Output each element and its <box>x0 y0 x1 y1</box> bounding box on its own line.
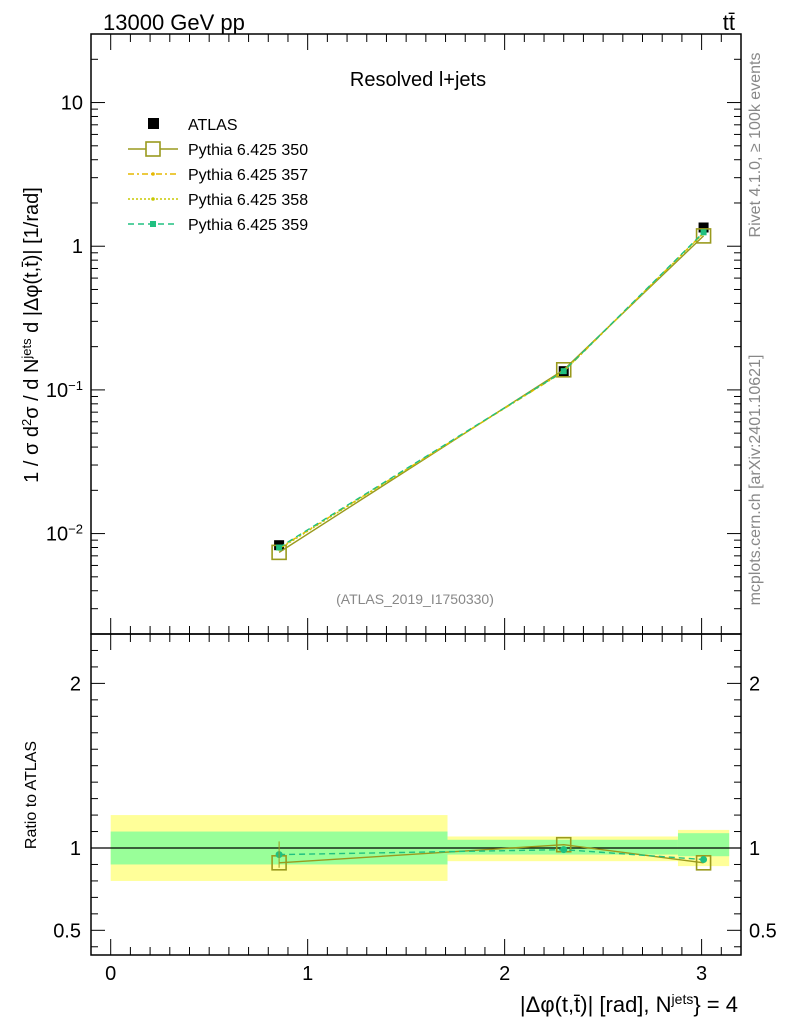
ratio-line-0 <box>279 844 704 864</box>
ratio-y-tick-label: 2 <box>70 673 81 695</box>
legend-marker-1 <box>145 141 161 157</box>
source-label: mcplots.cern.ch [arXiv:2401.10621] <box>747 355 764 606</box>
point-4-0 <box>276 544 283 551</box>
ratio-panel: Ratio to ATLAS |Δφ(t,t̄)| [rad], Njets} … <box>23 633 777 1017</box>
y-tick-label: 10−1 <box>46 377 83 402</box>
legend-marker-3 <box>151 197 155 201</box>
series-line-1 <box>278 235 705 553</box>
ratio-point-1-2 <box>700 856 708 864</box>
legend-label-3: Pythia 6.425 358 <box>188 192 308 209</box>
y-tick-label: 10 <box>61 93 83 115</box>
y-axis-title: 1 / σ d2σ / d Njets d |Δφ(t,t̄)| [1/rad] <box>19 187 44 483</box>
series-line-4 <box>278 231 705 549</box>
legend-marker-atlas <box>148 118 159 129</box>
point-1-2 <box>695 228 712 244</box>
ratio-point-0-2 <box>695 855 712 871</box>
legend-label-1: Pythia 6.425 350 <box>188 142 308 159</box>
ratio-band-inner-2 <box>677 833 730 857</box>
x-tick-label: 3 <box>696 963 707 985</box>
rivet-label: Rivet 4.1.0, ≥ 100k events <box>747 53 764 238</box>
plot-title: Resolved l+jets <box>350 69 486 91</box>
legend-marker-2 <box>151 172 155 176</box>
ratio-frame <box>90 633 742 956</box>
series-line-2 <box>278 232 705 549</box>
ratio-y-tick-label-right: 0.5 <box>749 920 777 942</box>
ratio-y-tick-label-right: 1 <box>749 838 760 860</box>
legend-label-4: Pythia 6.425 359 <box>188 217 308 234</box>
point-0-2 <box>698 222 709 233</box>
main-panel: Resolved l+jets (ATLAS_2019_I1750330) 1 … <box>19 33 742 635</box>
x-axis-title: |Δφ(t,t̄)| [rad], Njets} = 4 <box>520 991 738 1017</box>
legend-label-0: ATLAS <box>188 117 238 134</box>
ratio-y-tick-label: 1 <box>70 838 81 860</box>
y-tick-label: 10−2 <box>46 521 83 546</box>
x-tick-label: 0 <box>105 963 116 985</box>
series-line-3 <box>278 232 705 550</box>
x-tick-label: 2 <box>499 963 510 985</box>
y-tick-label: 1 <box>72 236 83 258</box>
point-1-1 <box>555 362 572 378</box>
ratio-point-1-1 <box>560 846 568 854</box>
ratio-y-tick-label: 0.5 <box>53 920 81 942</box>
energy-label: 13000 GeV pp <box>103 10 245 35</box>
ratio-y-axis-title: Ratio to ATLAS <box>23 741 40 849</box>
point-4-1 <box>560 368 567 375</box>
legend: ATLAS Pythia 6.425 350 Pythia 6.425 357 Pyt… <box>128 117 308 234</box>
process-label: tt̄ <box>723 10 735 35</box>
x-tick-label: 1 <box>302 963 313 985</box>
legend-marker-4 <box>150 221 156 227</box>
ratio-y-tick-label-right: 2 <box>749 673 760 695</box>
analysis-label: (ATLAS_2019_I1750330) <box>336 591 494 607</box>
point-4-2 <box>700 229 707 236</box>
legend-label-2: Pythia 6.425 357 <box>188 167 308 184</box>
